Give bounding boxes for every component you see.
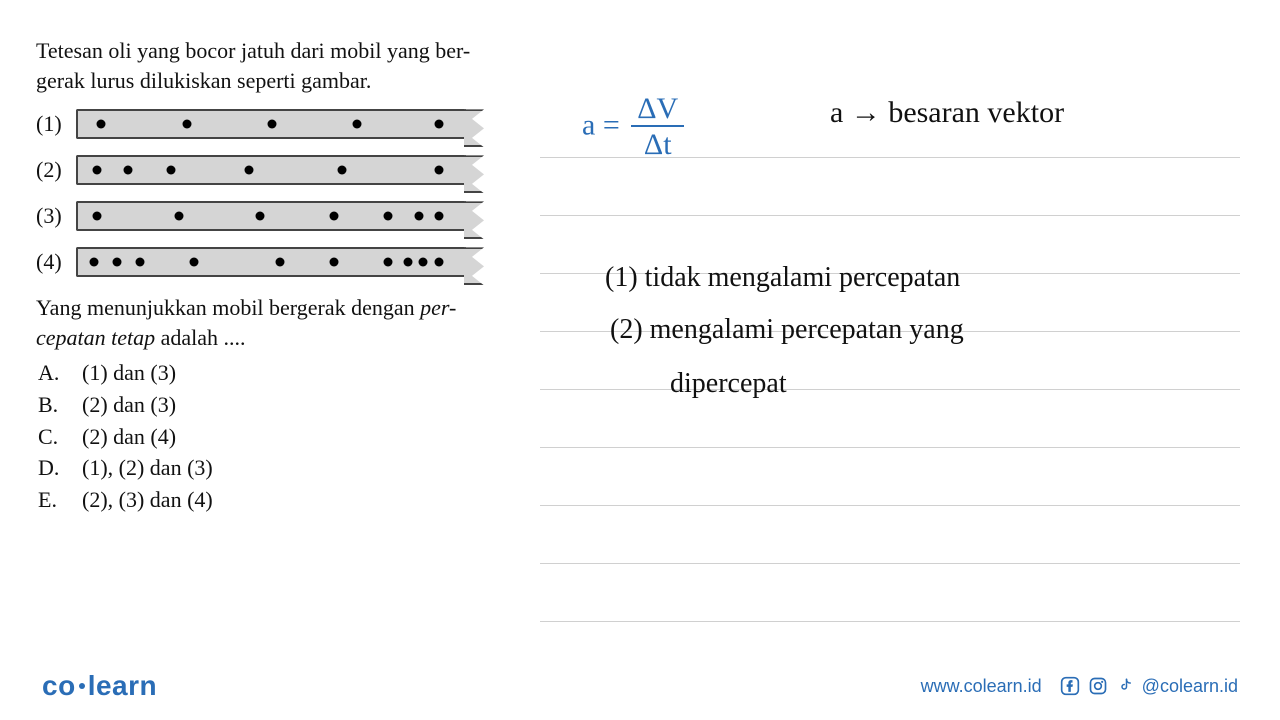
oil-dot: [268, 120, 277, 129]
answer-option: B.(2) dan (3): [36, 389, 520, 421]
diagram-row: (4): [36, 247, 520, 277]
oil-dot: [244, 166, 253, 175]
oil-dot: [434, 258, 443, 267]
oil-dot: [337, 166, 346, 175]
notebook-lines: [540, 100, 1240, 650]
option-text: (1) dan (3): [82, 357, 176, 389]
oil-dot: [93, 166, 102, 175]
answer-option: E.(2), (3) dan (4): [36, 484, 520, 516]
footer: colearn www.colearn.id @colearn.id: [0, 670, 1280, 702]
footer-url: www.colearn.id: [921, 676, 1042, 697]
formula-acceleration: a = ΔV Δt: [582, 92, 684, 163]
oil-strip: [76, 155, 486, 185]
diagram-row: (3): [36, 201, 520, 231]
oil-dot: [136, 258, 145, 267]
notebook-rule: [540, 390, 1240, 448]
oil-strip: [76, 109, 486, 139]
oil-dot: [434, 120, 443, 129]
notebook-rule: [540, 564, 1240, 622]
facebook-icon: [1060, 676, 1080, 696]
option-text: (2) dan (3): [82, 389, 176, 421]
option-text: (2), (3) dan (4): [82, 484, 213, 516]
note-vector: a → besaran vektor: [830, 96, 1064, 130]
oil-dot: [174, 212, 183, 221]
oil-dot: [403, 258, 412, 267]
answer-option: D.(1), (2) dan (3): [36, 452, 520, 484]
oil-dot: [419, 258, 428, 267]
brand-dot-icon: [79, 683, 85, 689]
formula-numerator: ΔV: [631, 92, 684, 127]
oil-dot: [190, 258, 199, 267]
oil-dot: [97, 120, 106, 129]
diagram-row: (2): [36, 155, 520, 185]
question-intro: Tetesan oli yang bocor jatuh dari mobil …: [36, 36, 520, 95]
social-group: @colearn.id: [1060, 676, 1238, 697]
option-letter: E.: [36, 484, 82, 516]
oil-dot: [182, 120, 191, 129]
oil-dot: [275, 258, 284, 267]
oil-dot: [434, 212, 443, 221]
diagram-label: (1): [36, 111, 76, 137]
option-text: (1), (2) dan (3): [82, 452, 213, 484]
brand-right: learn: [88, 670, 157, 701]
oil-dot: [434, 166, 443, 175]
oil-dot: [353, 120, 362, 129]
oil-dot: [112, 258, 121, 267]
option-letter: C.: [36, 421, 82, 453]
oil-dot: [330, 212, 339, 221]
diagram-row: (1): [36, 109, 520, 139]
formula-a: a: [582, 108, 595, 141]
answer-options: A.(1) dan (3)B.(2) dan (3)C.(2) dan (4)D…: [36, 357, 520, 516]
formula-eq: =: [603, 108, 620, 141]
notebook-rule: [540, 158, 1240, 216]
question-follow: Yang menunjukkan mobil bergerak dengan p…: [36, 293, 520, 352]
footer-handle: @colearn.id: [1142, 676, 1238, 697]
oil-dot: [89, 258, 98, 267]
diagram-label: (2): [36, 157, 76, 183]
oil-dot: [167, 166, 176, 175]
question-follow-suffix: adalah ....: [155, 325, 245, 350]
oil-dot: [330, 258, 339, 267]
answer-option: C.(2) dan (4): [36, 421, 520, 453]
option-text: (2) dan (4): [82, 421, 176, 453]
handwriting-line-2: (2) mengalami percepatan yang: [610, 314, 964, 346]
option-letter: A.: [36, 357, 82, 389]
question-follow-prefix: Yang menunjukkan mobil bergerak dengan: [36, 295, 420, 320]
tiktok-icon: [1116, 676, 1134, 696]
option-letter: D.: [36, 452, 82, 484]
brand-logo: colearn: [42, 670, 157, 702]
diagram-list: (1) (2) (3) (4): [36, 109, 520, 277]
formula-denominator: Δt: [631, 127, 684, 163]
notebook-rule: [540, 448, 1240, 506]
notebook-rule: [540, 506, 1240, 564]
oil-strip: [76, 201, 486, 231]
formula-fraction: ΔV Δt: [631, 92, 684, 163]
answer-option: A.(1) dan (3): [36, 357, 520, 389]
oil-dot: [415, 212, 424, 221]
diagram-label: (3): [36, 203, 76, 229]
oil-dot: [93, 212, 102, 221]
oil-dot: [256, 212, 265, 221]
instagram-icon: [1088, 676, 1108, 696]
oil-dot: [384, 212, 393, 221]
oil-strip: [76, 247, 486, 277]
handwriting-line-3: dipercepat: [670, 368, 787, 400]
oil-dot: [124, 166, 133, 175]
diagram-label: (4): [36, 249, 76, 275]
oil-dot: [384, 258, 393, 267]
brand-left: co: [42, 670, 76, 701]
option-letter: B.: [36, 389, 82, 421]
handwriting-line-1: (1) tidak mengalami percepatan: [605, 262, 960, 294]
